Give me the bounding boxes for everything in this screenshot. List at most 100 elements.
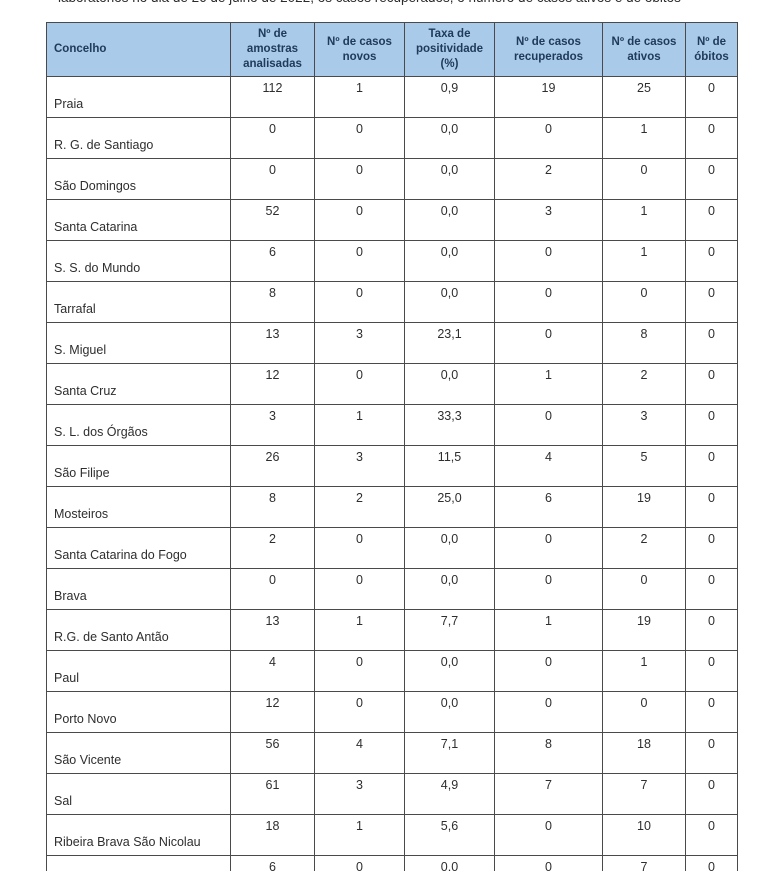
value-cell: 1 bbox=[314, 404, 405, 446]
value-cell: 4 bbox=[230, 650, 315, 692]
value-cell: 3 bbox=[494, 199, 603, 241]
concelho-cell: Tarrafal de São Nicolau bbox=[46, 855, 231, 871]
covid-municipality-table: Concelho Nº de amostras analisadas Nº de… bbox=[46, 22, 738, 871]
value-cell: 7,7 bbox=[404, 609, 495, 651]
table-row: S. Miguel 13 3 23,1 0 8 0 bbox=[46, 322, 738, 364]
value-cell: 10 bbox=[602, 814, 686, 856]
value-cell: 0 bbox=[685, 609, 738, 651]
value-cell: 0,0 bbox=[404, 281, 495, 323]
value-cell: 0 bbox=[494, 117, 603, 159]
concelho-cell: São Filipe bbox=[46, 445, 231, 487]
value-cell: 1 bbox=[602, 117, 686, 159]
value-cell: 23,1 bbox=[404, 322, 495, 364]
value-cell: 1 bbox=[602, 199, 686, 241]
value-cell: 3 bbox=[314, 322, 405, 364]
value-cell: 1 bbox=[494, 609, 603, 651]
value-cell: 0 bbox=[314, 855, 405, 871]
value-cell: 52 bbox=[230, 199, 315, 241]
value-cell: 0,0 bbox=[404, 199, 495, 241]
value-cell: 26 bbox=[230, 445, 315, 487]
value-cell: 3 bbox=[602, 404, 686, 446]
value-cell: 0 bbox=[685, 404, 738, 446]
concelho-cell: Paul bbox=[46, 650, 231, 692]
table-row: R. G. de Santiago 0 0 0,0 0 1 0 bbox=[46, 117, 738, 159]
value-cell: 0,0 bbox=[404, 650, 495, 692]
value-cell: 0 bbox=[602, 568, 686, 610]
table-row: Praia 112 1 0,9 19 25 0 bbox=[46, 76, 738, 118]
value-cell: 0 bbox=[685, 691, 738, 733]
value-cell: 7 bbox=[602, 773, 686, 815]
value-cell: 0 bbox=[314, 158, 405, 200]
value-cell: 19 bbox=[602, 609, 686, 651]
concelho-cell: R. G. de Santiago bbox=[46, 117, 231, 159]
value-cell: 0 bbox=[230, 117, 315, 159]
concelho-cell: São Domingos bbox=[46, 158, 231, 200]
column-header-casos-novos: Nº de casos novos bbox=[314, 22, 405, 77]
value-cell: 0 bbox=[602, 281, 686, 323]
value-cell: 19 bbox=[494, 76, 603, 118]
value-cell: 2 bbox=[602, 527, 686, 569]
value-cell: 1 bbox=[314, 609, 405, 651]
value-cell: 0 bbox=[494, 691, 603, 733]
value-cell: 5,6 bbox=[404, 814, 495, 856]
value-cell: 0 bbox=[685, 322, 738, 364]
value-cell: 61 bbox=[230, 773, 315, 815]
value-cell: 0 bbox=[494, 814, 603, 856]
table-row: Santa Catarina 52 0 0,0 3 1 0 bbox=[46, 199, 738, 241]
table-row: Santa Catarina do Fogo 2 0 0,0 0 2 0 bbox=[46, 527, 738, 569]
value-cell: 8 bbox=[230, 486, 315, 528]
concelho-cell: Praia bbox=[46, 76, 231, 118]
value-cell: 1 bbox=[494, 363, 603, 405]
value-cell: 0 bbox=[494, 240, 603, 282]
concelho-cell: Sal bbox=[46, 773, 231, 815]
value-cell: 3 bbox=[314, 445, 405, 487]
value-cell: 4,9 bbox=[404, 773, 495, 815]
table-row: Porto Novo 12 0 0,0 0 0 0 bbox=[46, 691, 738, 733]
table-row: São Filipe 26 3 11,5 4 5 0 bbox=[46, 445, 738, 487]
value-cell: 0 bbox=[685, 281, 738, 323]
value-cell: 4 bbox=[314, 732, 405, 774]
value-cell: 19 bbox=[602, 486, 686, 528]
table-row: S. S. do Mundo 6 0 0,0 0 1 0 bbox=[46, 240, 738, 282]
value-cell: 1 bbox=[602, 240, 686, 282]
table-row: São Domingos 0 0 0,0 2 0 0 bbox=[46, 158, 738, 200]
column-header-casos-recuperados: Nº de casos recuperados bbox=[494, 22, 603, 77]
value-cell: 25,0 bbox=[404, 486, 495, 528]
value-cell: 112 bbox=[230, 76, 315, 118]
value-cell: 6 bbox=[494, 486, 603, 528]
table-row: Ribeira Brava São Nicolau 18 1 5,6 0 10 0 bbox=[46, 814, 738, 856]
table-row: Tarrafal 8 0 0,0 0 0 0 bbox=[46, 281, 738, 323]
value-cell: 7,1 bbox=[404, 732, 495, 774]
concelho-cell: S. Miguel bbox=[46, 322, 231, 364]
value-cell: 12 bbox=[230, 363, 315, 405]
value-cell: 0 bbox=[685, 199, 738, 241]
value-cell: 0 bbox=[685, 117, 738, 159]
column-header-amostras: Nº de amostras analisadas bbox=[230, 22, 315, 77]
value-cell: 0 bbox=[314, 650, 405, 692]
value-cell: 13 bbox=[230, 322, 315, 364]
value-cell: 0 bbox=[602, 158, 686, 200]
value-cell: 0 bbox=[494, 568, 603, 610]
value-cell: 0 bbox=[685, 240, 738, 282]
value-cell: 56 bbox=[230, 732, 315, 774]
value-cell: 1 bbox=[314, 76, 405, 118]
table-row: São Vicente 56 4 7,1 8 18 0 bbox=[46, 732, 738, 774]
value-cell: 0 bbox=[685, 650, 738, 692]
value-cell: 18 bbox=[602, 732, 686, 774]
value-cell: 0 bbox=[494, 322, 603, 364]
value-cell: 0 bbox=[314, 691, 405, 733]
value-cell: 2 bbox=[314, 486, 405, 528]
concelho-cell: Santa Catarina bbox=[46, 199, 231, 241]
value-cell: 11,5 bbox=[404, 445, 495, 487]
value-cell: 2 bbox=[494, 158, 603, 200]
value-cell: 18 bbox=[230, 814, 315, 856]
value-cell: 0,0 bbox=[404, 117, 495, 159]
value-cell: 7 bbox=[494, 773, 603, 815]
table-row: Brava 0 0 0,0 0 0 0 bbox=[46, 568, 738, 610]
value-cell: 0 bbox=[494, 650, 603, 692]
value-cell: 0 bbox=[314, 363, 405, 405]
concelho-cell: Tarrafal bbox=[46, 281, 231, 323]
value-cell: 33,3 bbox=[404, 404, 495, 446]
concelho-cell: São Vicente bbox=[46, 732, 231, 774]
